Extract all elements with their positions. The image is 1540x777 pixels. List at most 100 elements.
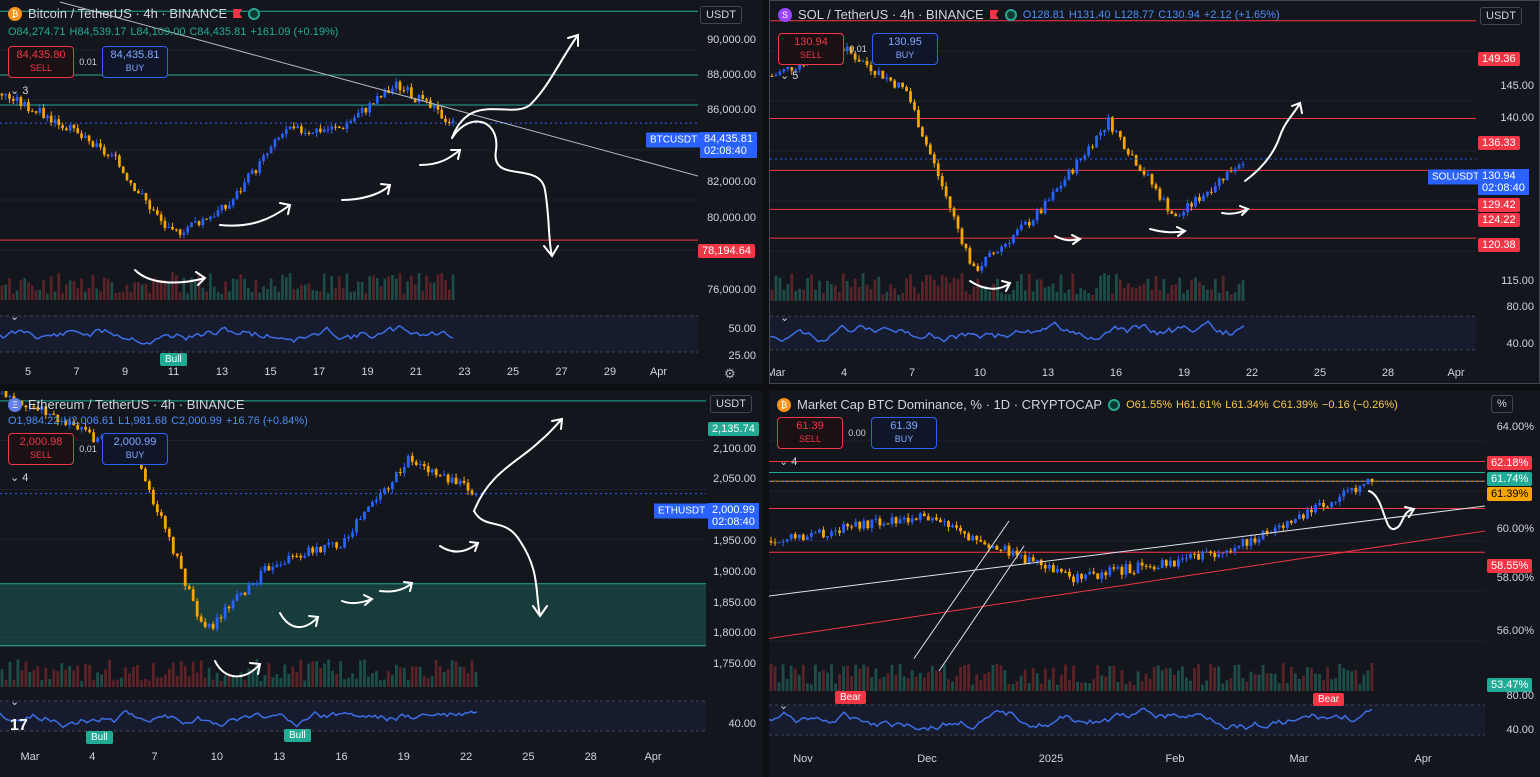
candle: [1362, 484, 1366, 486]
candle: [1142, 170, 1146, 175]
candle: [273, 139, 277, 147]
volume-bar: [474, 672, 478, 687]
eth-rsi-collapse[interactable]: ⌄: [10, 696, 20, 708]
dominance-candle-chart[interactable]: [769, 391, 1485, 691]
candle: [215, 617, 219, 629]
btc-candle-chart[interactable]: [0, 0, 698, 300]
volume-bar: [451, 274, 455, 300]
volume-bar: [1245, 681, 1249, 691]
volume-bar: [390, 674, 394, 687]
eth-sell-button[interactable]: 2,000.98 SELL: [8, 433, 74, 465]
eth-change: +16.76 (+0.84%): [225, 415, 308, 427]
candle: [928, 144, 932, 155]
eth-chart-pane[interactable]: Ξ Ethereum / TetherUS · 4h · BINANCE O1,…: [0, 391, 762, 777]
volume-bar: [1293, 673, 1297, 691]
btc-price-axis[interactable]: USDT 90,000.00 88,000.00 86,000.00 82,00…: [698, 0, 762, 384]
volume-bar: [251, 669, 255, 687]
candle: [281, 133, 284, 138]
dom-rsi-collapse[interactable]: ⌄: [779, 700, 789, 712]
eth-indicator-toggle[interactable]: ⌄ 4: [10, 472, 29, 484]
x-tick: 7: [73, 366, 80, 378]
settings-icon[interactable]: ⚙: [724, 366, 736, 381]
volume-bar: [939, 671, 942, 691]
btc-buy-button[interactable]: 84,435.81 BUY: [102, 46, 168, 78]
volume-bar: [1225, 680, 1229, 691]
volume-bar: [1152, 666, 1156, 691]
volume-bar: [1072, 665, 1075, 691]
flag-icon[interactable]: [233, 9, 243, 18]
btc-unit-selector[interactable]: USDT: [700, 6, 742, 24]
sol-sell-button[interactable]: 130.94 SELL: [778, 33, 844, 65]
candle: [770, 76, 774, 77]
volume-bar: [826, 672, 829, 691]
volume-bar: [854, 664, 858, 691]
btc-sell-button[interactable]: 84,435.80 SELL: [8, 46, 74, 78]
sol-buy-button[interactable]: 130.95 BUY: [872, 33, 938, 65]
candle: [1342, 490, 1346, 497]
btc-indicator-toggle[interactable]: ⌄ 3: [10, 85, 29, 97]
candle: [1043, 200, 1047, 214]
candle: [27, 101, 30, 112]
eth-price-axis[interactable]: USDT 2,100.00 2,050.00 1,950.00 1,900.00…: [706, 391, 762, 777]
candle: [1130, 154, 1134, 156]
volume-bar: [1342, 668, 1346, 691]
candle: [52, 413, 56, 415]
volume-bar: [1035, 279, 1039, 301]
volume-bar: [909, 274, 912, 301]
x-tick: 22: [1245, 367, 1259, 379]
dominance-chart-pane[interactable]: ₿ Market Cap BTC Dominance, % · 1D · CRY…: [769, 391, 1540, 777]
sol-indicator-toggle[interactable]: ⌄ 5: [780, 70, 799, 82]
volume-bar: [1217, 292, 1221, 301]
volume-bar: [1027, 273, 1031, 301]
candle: [8, 395, 12, 397]
volume-bar: [924, 275, 928, 301]
candle: [80, 427, 84, 430]
eth-unit-selector[interactable]: USDT: [710, 395, 752, 413]
dom-high: H61.61%: [1175, 398, 1222, 411]
volume-bar: [190, 277, 193, 300]
candle: [1027, 221, 1031, 226]
candle: [1366, 478, 1370, 485]
volume-bar: [96, 672, 99, 687]
candle: [279, 564, 283, 566]
btc-chart-pane[interactable]: ₿ Bitcoin / TetherUS · 4h · BINANCE O84,…: [0, 0, 762, 384]
candle: [1302, 514, 1305, 519]
volume-bar: [4, 679, 8, 687]
volume-bar: [1194, 277, 1197, 301]
volume-bar: [1197, 664, 1200, 691]
dom-unit-selector[interactable]: %: [1491, 395, 1513, 413]
x-tick: Nov: [793, 753, 813, 765]
candle: [458, 480, 462, 485]
volume-bar: [288, 273, 292, 300]
btc-rsi-collapse[interactable]: ⌄: [10, 311, 20, 323]
x-tick: Mar: [1289, 753, 1309, 765]
volume-bar: [777, 682, 781, 691]
eth-ohlc: O1,984.22 H2,006.61 L1,981.68 C2,000.99 +16.…: [8, 415, 312, 427]
candle: [147, 481, 151, 490]
candle: [394, 471, 398, 483]
volume-bar: [394, 664, 398, 687]
sol-chart-pane[interactable]: S SOL / TetherUS · 4h · BINANCE O128.81 H…: [769, 0, 1540, 384]
dom-price-axis[interactable]: % 64.00% 60.00% 58.00% 56.00% 62.18% 61.…: [1485, 391, 1540, 777]
volume-bar: [287, 673, 291, 687]
dom-sell-button[interactable]: 61.39 SELL: [777, 417, 843, 449]
sol-unit-selector[interactable]: USDT: [1480, 7, 1522, 25]
volume-bar: [1334, 678, 1338, 691]
sol-rsi-collapse[interactable]: ⌄: [780, 312, 790, 324]
dom-buy-button[interactable]: 61.39 BUY: [871, 417, 937, 449]
volume-bar: [120, 677, 123, 687]
volume-bar: [806, 277, 809, 301]
volume-bar: [273, 286, 277, 300]
volume-bar: [303, 680, 307, 687]
flag-icon[interactable]: [989, 10, 999, 19]
dom-indicator-toggle[interactable]: ⌄ 4: [779, 456, 798, 468]
eth-buy-button[interactable]: 2,000.99 BUY: [102, 433, 168, 465]
volume-bar: [1126, 283, 1130, 301]
candle: [40, 406, 44, 411]
eth-level-tag: 2,135.74: [708, 422, 759, 436]
candle: [1004, 243, 1007, 247]
channel-line: [938, 545, 1025, 672]
curve-arrow: [134, 269, 207, 286]
candle: [64, 420, 68, 425]
candle: [56, 414, 60, 423]
